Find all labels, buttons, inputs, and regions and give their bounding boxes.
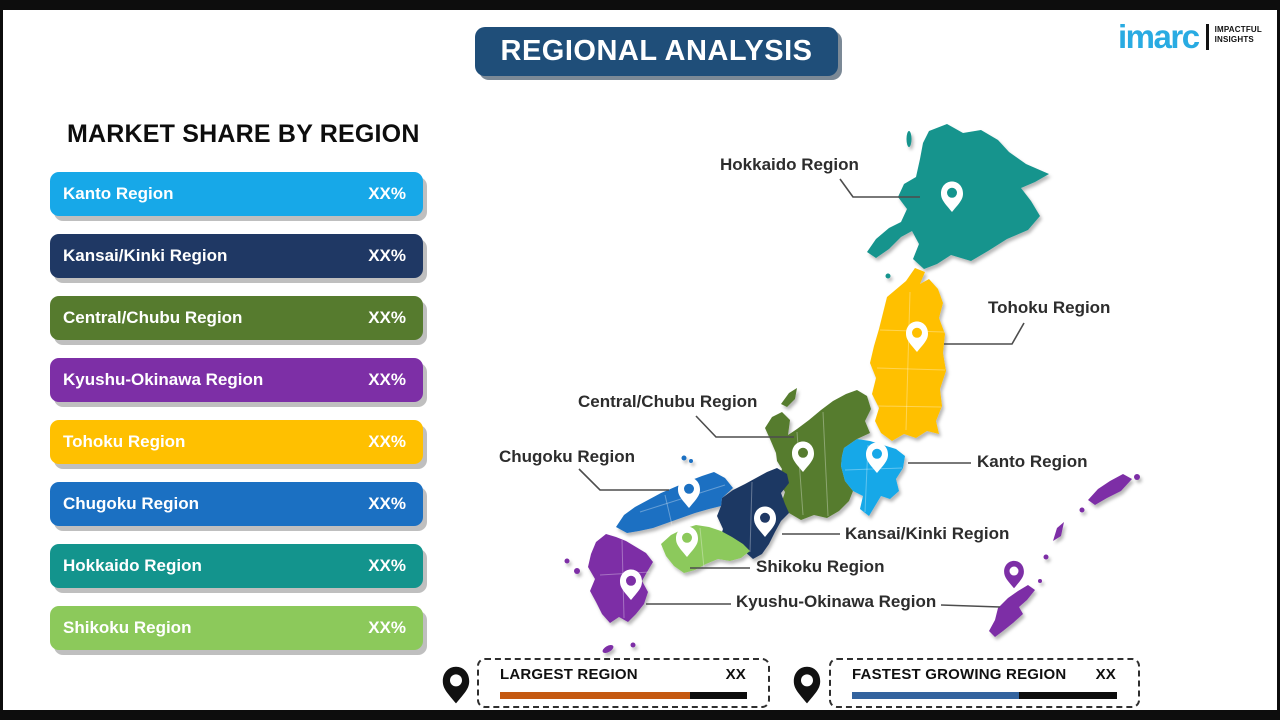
okinawa-islet — [1043, 554, 1049, 560]
tohoku-pin-icon — [906, 321, 928, 352]
chugoku-pin-icon — [678, 477, 700, 508]
bar-value: XX% — [368, 494, 406, 513]
legend-bar — [852, 692, 1117, 699]
top-frame-bar — [0, 0, 1280, 10]
okinawa-islet — [1038, 579, 1042, 583]
legend-label: LARGEST REGION — [500, 666, 638, 683]
kanto-pin-icon — [866, 442, 888, 473]
kyushu-islet — [630, 642, 636, 648]
oki-islet — [689, 459, 693, 463]
bar-label: Chugoku Region — [63, 494, 199, 513]
okinawa-islet — [1134, 474, 1140, 480]
bar-label: Kanto Region — [63, 184, 174, 203]
kyushu-islet — [574, 568, 580, 574]
right-frame-bar — [1277, 0, 1280, 720]
share-bar-kanto: Kanto Region XX% — [50, 172, 423, 216]
bar-value: XX% — [368, 432, 406, 451]
region-kansai — [717, 468, 789, 559]
bottom-frame-bar — [0, 710, 1280, 720]
okinawa-pin-icon — [1004, 560, 1024, 589]
legend-pins — [442, 666, 821, 704]
bar-label: Hokkaido Region — [63, 556, 202, 575]
bar-value: XX% — [368, 308, 406, 327]
legend-bar-fill — [852, 692, 1019, 699]
map-label-kansai: Kansai/Kinki Region — [845, 524, 1010, 543]
okinawa-islet — [1053, 522, 1064, 541]
largest-region-legend: LARGEST REGION XX — [477, 658, 770, 708]
legend-bar — [500, 692, 747, 699]
hokkaido-islet — [906, 131, 912, 147]
left-frame-bar — [0, 0, 3, 720]
market-share-bar-list: Kanto Region XX% Kansai/Kinki Region XX%… — [50, 172, 423, 650]
shikoku-pin-icon — [676, 526, 698, 557]
map-label-chubu: Central/Chubu Region — [578, 392, 758, 411]
map-label-chugoku: Chugoku Region — [499, 447, 635, 466]
share-bar-kansai: Kansai/Kinki Region XX% — [50, 234, 423, 278]
sado-island — [781, 388, 797, 407]
bar-value: XX% — [368, 184, 406, 203]
bar-label: Central/Chubu Region — [63, 308, 243, 327]
callout-chugoku — [578, 468, 669, 491]
share-bar-tohoku: Tohoku Region XX% — [50, 420, 423, 464]
hokkaido-pin-icon — [941, 181, 963, 212]
logo-divider — [1205, 24, 1209, 50]
logo-tagline: IMPACTFUL INSIGHTS — [1214, 25, 1262, 44]
share-bar-shikoku: Shikoku Region XX% — [50, 606, 423, 650]
callout-lines — [578, 178, 1025, 608]
oki-islet — [681, 455, 687, 461]
fastest-growing-region-legend: FASTEST GROWING REGION XX — [829, 658, 1140, 708]
page-title: REGIONAL ANALYSIS — [500, 35, 813, 67]
legend-value: XX — [1095, 666, 1116, 683]
bar-label: Shikoku Region — [63, 618, 192, 637]
kyushu-islet — [564, 558, 570, 564]
imarc-logo: imarc IMPACTFUL INSIGHTS — [1118, 20, 1262, 53]
fastest-region-pin-icon — [793, 666, 821, 704]
hokkaido-islet — [885, 273, 891, 279]
legend-label: FASTEST GROWING REGION — [852, 666, 1067, 683]
legend-bar-fill — [500, 692, 691, 699]
map-label-kanto: Kanto Region — [977, 452, 1088, 471]
legend-value: XX — [725, 666, 746, 683]
kyushu-pin-icon — [620, 569, 642, 600]
map-label-kyushu: Kyushu-Okinawa Region — [736, 592, 937, 611]
kansai-pin-icon — [754, 506, 776, 537]
bar-value: XX% — [368, 618, 406, 637]
map-pins — [620, 181, 1024, 600]
bar-value: XX% — [368, 370, 406, 389]
callout-tohoku — [944, 322, 1025, 345]
region-tohoku — [870, 268, 946, 441]
map-label-hokkaido: Hokkaido Region — [720, 155, 859, 174]
logo-wordmark: imarc — [1118, 18, 1200, 55]
bar-value: XX% — [368, 246, 406, 265]
okinawa-main-island — [989, 585, 1035, 637]
region-kanto — [841, 439, 905, 516]
share-bar-kyushu: Kyushu-Okinawa Region XX% — [50, 358, 423, 402]
callout-okinawa — [940, 604, 1001, 608]
share-bar-chubu: Central/Chubu Region XX% — [50, 296, 423, 340]
bar-label: Kyushu-Okinawa Region — [63, 370, 264, 389]
title-banner: REGIONAL ANALYSIS — [475, 27, 838, 76]
kyushu-islet — [602, 645, 614, 653]
map-label-shikoku: Shikoku Region — [756, 557, 885, 576]
market-share-heading: MARKET SHARE BY REGION — [67, 120, 420, 148]
region-chubu — [765, 390, 871, 520]
bar-value: XX% — [368, 556, 406, 575]
chubu-pin-icon — [792, 441, 814, 472]
callout-chubu — [695, 415, 794, 438]
callout-hokkaido — [839, 178, 920, 198]
map-label-tohoku: Tohoku Region — [988, 298, 1111, 317]
bar-label: Kansai/Kinki Region — [63, 246, 228, 265]
share-bar-hokkaido: Hokkaido Region XX% — [50, 544, 423, 588]
largest-region-pin-icon — [442, 666, 470, 704]
share-bar-chugoku: Chugoku Region XX% — [50, 482, 423, 526]
okinawa-islet — [1079, 507, 1085, 513]
amami-islands — [1088, 474, 1132, 505]
region-chugoku — [616, 472, 733, 533]
bar-label: Tohoku Region — [63, 432, 186, 451]
